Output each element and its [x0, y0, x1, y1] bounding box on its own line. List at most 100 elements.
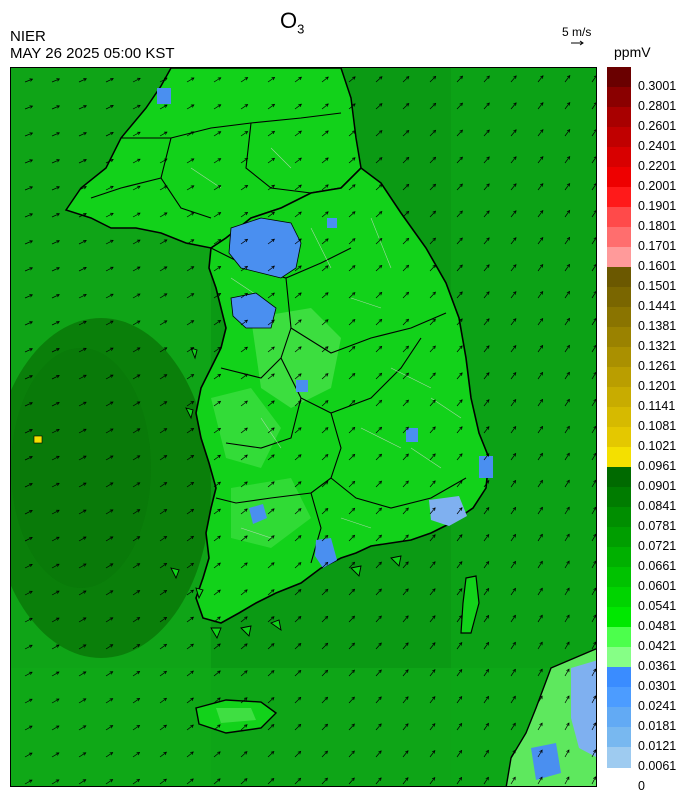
wind-arrow	[159, 724, 167, 731]
wind-arrow	[213, 158, 221, 164]
wind-arrow	[321, 670, 328, 677]
wind-arrow-head	[109, 617, 114, 621]
wind-arrow-head	[163, 320, 168, 324]
legend-swatch	[607, 507, 631, 528]
wind-arrow	[24, 644, 33, 650]
wind-arrow	[564, 264, 570, 272]
west-islands	[170, 347, 222, 640]
wind-arrow	[564, 237, 570, 245]
wind-arrow	[24, 105, 33, 110]
wind-arrow	[402, 615, 409, 623]
wind-arrow	[402, 318, 409, 326]
wind-arrow-head	[29, 644, 33, 648]
wind-arrow	[564, 722, 570, 731]
seoul-low-ozone	[228, 217, 302, 279]
wind-arrow	[375, 265, 383, 272]
wind-arrow-head	[378, 534, 382, 539]
wind-arrow-head	[432, 561, 436, 565]
wind-arrow	[456, 480, 463, 488]
gwangju-low-ozone	[249, 504, 267, 524]
wind-arrow	[132, 212, 141, 218]
wind-arrow-head	[378, 426, 383, 431]
wind-arrow	[267, 373, 275, 380]
wind-arrow	[78, 105, 87, 110]
wind-arrow	[402, 238, 409, 245]
wind-arrow-head	[352, 76, 356, 80]
wind-arrow	[24, 483, 33, 488]
wind-arrow-head	[29, 78, 34, 82]
wind-arrow	[294, 562, 302, 569]
wind-arrow-head	[539, 695, 543, 700]
wind-arrow-head	[82, 752, 87, 756]
wind-arrow	[240, 724, 248, 731]
wind-arrow-head	[325, 76, 329, 80]
wind-arrow	[213, 589, 221, 596]
wind-arrow	[375, 696, 382, 704]
wind-arrow	[510, 372, 517, 380]
wind-arrow-head	[351, 588, 356, 593]
wind-arrow	[375, 76, 383, 83]
wind-arrow	[213, 266, 221, 272]
wind-arrow	[294, 535, 302, 542]
wind-arrow-head	[486, 237, 490, 241]
wind-arrow	[213, 724, 221, 731]
wind-arrow-head	[539, 263, 544, 268]
wind-arrow	[294, 184, 302, 191]
wind-arrow-head	[217, 131, 222, 135]
wind-arrow	[267, 265, 275, 272]
wind-arrow	[186, 724, 194, 731]
wind-arrow	[24, 537, 33, 542]
wind-arrow	[321, 373, 329, 380]
wind-arrow	[24, 510, 33, 515]
wind-arrow-head	[56, 105, 61, 109]
wind-arrow-head	[405, 102, 410, 107]
wind-arrow	[564, 641, 570, 650]
wind-arrow-head	[217, 778, 221, 782]
wind-arrow-head	[351, 265, 356, 269]
wind-arrow	[78, 509, 87, 515]
wind-arrow-head	[136, 482, 141, 486]
wind-arrow	[591, 264, 596, 272]
wind-arrow	[186, 562, 194, 569]
wind-arrow-head	[163, 589, 168, 594]
wind-arrow-head	[485, 587, 490, 592]
wind-arrow-head	[566, 506, 570, 511]
wind-arrow	[240, 697, 248, 704]
south-islands	[240, 555, 402, 637]
wind-arrow	[240, 589, 248, 596]
wind-arrow	[51, 725, 60, 731]
north-low-ozone	[157, 88, 171, 104]
wind-arrow	[186, 401, 194, 407]
wind-arrow	[348, 238, 356, 245]
wind-arrow-head	[405, 264, 410, 269]
wind-arrow	[591, 479, 596, 488]
legend-label: 0.1381	[638, 319, 677, 333]
chart-title: O3	[280, 8, 304, 36]
wind-arrow	[132, 725, 140, 731]
wind-arrow-head	[163, 239, 168, 243]
wind-arrow-head	[56, 132, 61, 136]
wind-arrow-head	[485, 776, 489, 781]
wind-arrow-head	[190, 562, 195, 567]
wind-arrow-head	[109, 752, 114, 756]
wind-arrow-head	[56, 563, 60, 567]
wind-arrow	[294, 427, 302, 434]
wind-arrow-head	[29, 186, 34, 190]
wind-arrow-head	[163, 616, 168, 621]
wind-arrow	[510, 615, 516, 623]
wind-arrow-head	[163, 697, 168, 702]
wind-arrow	[456, 264, 463, 272]
wind-arrow-head	[378, 103, 383, 107]
wind-arrow	[429, 723, 436, 731]
wind-arrow	[483, 561, 490, 569]
wind-arrow-head	[56, 536, 60, 540]
wind-arrow	[240, 751, 248, 758]
wind-arrow-head	[378, 211, 383, 215]
wind-arrow-head	[29, 671, 33, 675]
legend-label: 0.1601	[638, 259, 677, 273]
wind-arrow-head	[378, 561, 382, 566]
wind-arrow	[132, 347, 141, 353]
wind-arrow-head	[297, 669, 302, 674]
wind-arrow-head	[190, 535, 195, 540]
wind-arrow-head	[458, 615, 463, 619]
